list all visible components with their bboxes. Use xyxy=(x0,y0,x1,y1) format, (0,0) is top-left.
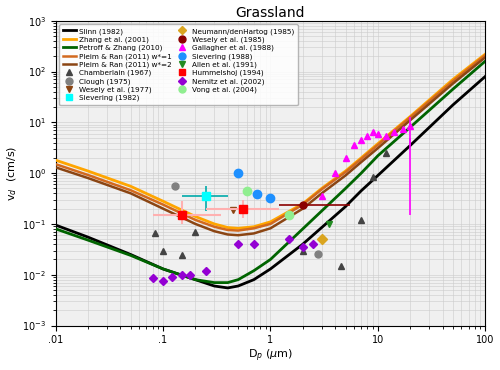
Slinn (1982) xyxy=(482,74,488,79)
Pleim & Ran (2011) w*=2 xyxy=(482,55,488,60)
Pleim & Ran (2011) w*=2 xyxy=(318,191,324,196)
Pleim & Ran (2011) w*=1 xyxy=(160,202,166,207)
X-axis label: D$_p$ ($\mu$m): D$_p$ ($\mu$m) xyxy=(248,348,293,364)
Legend: Slinn (1982), Zhang et al. (2001), Petroff & Zhang (2010), Pleim & Ran (2011) w*: Slinn (1982), Zhang et al. (2001), Petro… xyxy=(60,24,298,105)
Zhang et al. (2001) xyxy=(52,158,59,162)
Pleim & Ran (2011) w*=2 xyxy=(52,165,59,169)
Slinn (1982) xyxy=(450,103,456,107)
Line: Zhang et al. (2001): Zhang et al. (2001) xyxy=(56,54,486,228)
Pleim & Ran (2011) w*=1 xyxy=(342,170,348,174)
Pleim & Ran (2011) w*=1 xyxy=(224,228,230,232)
Petroff & Zhang (2010) xyxy=(300,227,306,231)
Pleim & Ran (2011) w*=2 xyxy=(192,222,198,226)
Slinn (1982) xyxy=(375,173,381,178)
Pleim & Ran (2011) w*=1 xyxy=(300,202,306,207)
Pleim & Ran (2011) w*=2 xyxy=(358,160,364,164)
Slinn (1982) xyxy=(300,242,306,246)
Pleim & Ran (2011) w*=2 xyxy=(342,173,348,178)
Petroff & Zhang (2010) xyxy=(85,238,91,242)
Zhang et al. (2001) xyxy=(235,226,241,231)
Pleim & Ran (2011) w*=1 xyxy=(407,115,413,120)
Zhang et al. (2001) xyxy=(407,114,413,119)
Slinn (1982) xyxy=(212,284,218,288)
Zhang et al. (2001) xyxy=(300,202,306,206)
Pleim & Ran (2011) w*=2 xyxy=(160,206,166,211)
Petroff & Zhang (2010) xyxy=(450,87,456,91)
Slinn (1982) xyxy=(358,189,364,193)
Slinn (1982) xyxy=(251,278,257,282)
Slinn (1982) xyxy=(235,284,241,288)
Slinn (1982) xyxy=(318,225,324,230)
Slinn (1982) xyxy=(160,267,166,271)
Zhang et al. (2001) xyxy=(342,169,348,173)
Petroff & Zhang (2010) xyxy=(212,280,218,285)
Zhang et al. (2001) xyxy=(85,169,91,173)
Pleim & Ran (2011) w*=1 xyxy=(128,188,134,192)
Petroff & Zhang (2010) xyxy=(268,257,274,262)
Petroff & Zhang (2010) xyxy=(160,267,166,271)
Petroff & Zhang (2010) xyxy=(358,171,364,175)
Pleim & Ran (2011) w*=2 xyxy=(212,229,218,233)
Line: Petroff & Zhang (2010): Petroff & Zhang (2010) xyxy=(56,61,486,283)
Pleim & Ran (2011) w*=1 xyxy=(251,226,257,231)
Pleim & Ran (2011) w*=1 xyxy=(375,143,381,147)
Pleim & Ran (2011) w*=1 xyxy=(212,225,218,229)
Line: Pleim & Ran (2011) w*=1: Pleim & Ran (2011) w*=1 xyxy=(56,55,486,231)
Zhang et al. (2001) xyxy=(212,222,218,226)
Zhang et al. (2001) xyxy=(224,225,230,230)
Slinn (1982) xyxy=(85,235,91,239)
Y-axis label: v$_d$  (cm/s): v$_d$ (cm/s) xyxy=(6,145,19,201)
Pleim & Ran (2011) w*=2 xyxy=(224,232,230,237)
Petroff & Zhang (2010) xyxy=(375,154,381,158)
Slinn (1982) xyxy=(52,223,59,227)
Pleim & Ran (2011) w*=2 xyxy=(450,81,456,86)
Pleim & Ran (2011) w*=1 xyxy=(192,218,198,222)
Pleim & Ran (2011) w*=2 xyxy=(375,146,381,150)
Zhang et al. (2001) xyxy=(482,52,488,56)
Pleim & Ran (2011) w*=1 xyxy=(482,53,488,57)
Slinn (1982) xyxy=(224,286,230,290)
Zhang et al. (2001) xyxy=(358,156,364,160)
Slinn (1982) xyxy=(268,267,274,271)
Slinn (1982) xyxy=(407,143,413,148)
Title: Grassland: Grassland xyxy=(236,6,305,20)
Zhang et al. (2001) xyxy=(192,214,198,219)
Petroff & Zhang (2010) xyxy=(342,186,348,191)
Zhang et al. (2001) xyxy=(160,199,166,204)
Zhang et al. (2001) xyxy=(375,141,381,146)
Pleim & Ran (2011) w*=1 xyxy=(52,162,59,166)
Slinn (1982) xyxy=(342,204,348,209)
Pleim & Ran (2011) w*=1 xyxy=(268,222,274,226)
Pleim & Ran (2011) w*=2 xyxy=(128,191,134,196)
Pleim & Ran (2011) w*=2 xyxy=(268,226,274,231)
Petroff & Zhang (2010) xyxy=(192,278,198,282)
Pleim & Ran (2011) w*=1 xyxy=(358,157,364,161)
Petroff & Zhang (2010) xyxy=(318,209,324,213)
Pleim & Ran (2011) w*=2 xyxy=(251,231,257,236)
Slinn (1982) xyxy=(192,278,198,282)
Slinn (1982) xyxy=(128,252,134,257)
Pleim & Ran (2011) w*=2 xyxy=(407,118,413,122)
Zhang et al. (2001) xyxy=(450,77,456,82)
Petroff & Zhang (2010) xyxy=(235,278,241,282)
Pleim & Ran (2011) w*=2 xyxy=(235,233,241,238)
Petroff & Zhang (2010) xyxy=(52,227,59,231)
Petroff & Zhang (2010) xyxy=(482,59,488,63)
Zhang et al. (2001) xyxy=(128,184,134,189)
Zhang et al. (2001) xyxy=(318,186,324,191)
Petroff & Zhang (2010) xyxy=(407,125,413,130)
Line: Slinn (1982): Slinn (1982) xyxy=(56,77,486,288)
Zhang et al. (2001) xyxy=(251,225,257,229)
Pleim & Ran (2011) w*=1 xyxy=(85,173,91,177)
Line: Pleim & Ran (2011) w*=2: Pleim & Ran (2011) w*=2 xyxy=(56,57,486,235)
Pleim & Ran (2011) w*=1 xyxy=(235,228,241,233)
Pleim & Ran (2011) w*=1 xyxy=(318,187,324,192)
Pleim & Ran (2011) w*=2 xyxy=(85,176,91,180)
Petroff & Zhang (2010) xyxy=(224,280,230,285)
Petroff & Zhang (2010) xyxy=(251,269,257,273)
Petroff & Zhang (2010) xyxy=(128,253,134,258)
Pleim & Ran (2011) w*=2 xyxy=(300,206,306,211)
Pleim & Ran (2011) w*=1 xyxy=(450,79,456,83)
Zhang et al. (2001) xyxy=(268,220,274,224)
